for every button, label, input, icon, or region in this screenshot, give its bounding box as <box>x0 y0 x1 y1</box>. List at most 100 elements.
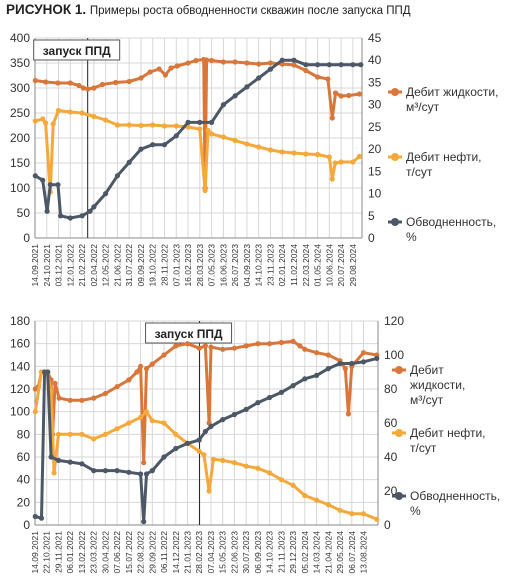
series-point-oil <box>32 118 38 124</box>
legend-label-oil: Дебит нефти, <box>406 150 482 164</box>
series-point-oil <box>196 448 202 454</box>
series-point-watercut <box>138 471 144 477</box>
legend-label-liquid: жидкости, <box>410 378 465 392</box>
series-point-watercut <box>303 62 309 68</box>
series-point-watercut <box>196 437 202 443</box>
x-tick-label: 05.02.2024 <box>300 531 310 574</box>
series-point-oil <box>173 431 179 437</box>
legend-label-oil: т/сут <box>410 441 437 455</box>
series-point-watercut <box>40 177 46 183</box>
series-point-liquid <box>91 395 97 401</box>
series-point-liquid <box>184 341 191 347</box>
series-point-liquid <box>297 343 303 349</box>
series-point-liquid <box>325 352 331 358</box>
series-point-liquid <box>329 115 335 121</box>
series-point-oil <box>126 420 132 426</box>
series-point-oil <box>55 431 62 437</box>
series-point-liquid <box>168 65 174 71</box>
series-point-oil <box>206 488 212 494</box>
x-tick-label: 06.11.2022 <box>159 531 169 573</box>
series-point-liquid <box>173 343 179 349</box>
series-point-liquid <box>231 345 237 351</box>
x-tick-label: 10.06.2024 <box>324 244 334 287</box>
y-left-tick-label: 160 <box>10 337 30 351</box>
series-point-oil <box>337 507 343 513</box>
series-point-watercut <box>231 411 237 418</box>
y-right-tick-label: 60 <box>384 416 398 430</box>
y-right-tick-label: 100 <box>384 348 404 362</box>
series-point-liquid <box>99 81 105 88</box>
series-point-oil <box>149 418 155 424</box>
series-point-liquid <box>67 397 73 403</box>
series-point-watercut <box>44 208 50 214</box>
series-point-liquid <box>80 85 86 91</box>
legend-marker-liquid <box>395 366 403 374</box>
x-tick-label: 31.07.2022 <box>124 244 134 287</box>
series-point-oil <box>303 151 309 157</box>
x-tick-label: 07.06.2022 <box>112 531 122 574</box>
x-tick-label: 14.10.2023 <box>265 531 275 574</box>
x-tick-label: 24.10.2021 <box>42 244 52 287</box>
x-tick-label: 02.04.2022 <box>89 244 99 287</box>
series-point-oil <box>356 153 362 160</box>
y-left-tick-label: 100 <box>10 181 30 195</box>
x-tick-label: 29.12.2023 <box>288 531 298 574</box>
series-point-watercut <box>87 208 93 214</box>
series-point-liquid <box>315 74 321 80</box>
series-point-watercut <box>126 469 132 475</box>
series-point-liquid <box>76 82 82 89</box>
y-left-tick-label: 400 <box>10 31 30 45</box>
series-point-oil <box>161 420 167 426</box>
series-point-oil <box>202 187 208 194</box>
y-left-tick-label: 20 <box>17 495 31 509</box>
series-point-oil <box>243 463 249 469</box>
x-tick-label: 16.06.2023 <box>218 244 228 287</box>
series-point-watercut <box>326 62 332 68</box>
series-point-liquid <box>114 384 120 390</box>
series-point-watercut <box>102 468 108 474</box>
series-point-liquid <box>356 91 362 97</box>
legend-marker-oil <box>395 429 403 437</box>
series-point-liquid <box>314 350 320 356</box>
y-right-tick-label: 35 <box>368 75 382 89</box>
x-tick-label: 23.03.2022 <box>89 531 99 574</box>
x-tick-label: 14.09.2021 <box>30 531 40 574</box>
series-point-liquid <box>256 61 262 67</box>
series-point-liquid <box>325 76 331 82</box>
y-left-tick-label: 50 <box>17 206 31 220</box>
y-left-tick-label: 0 <box>23 518 30 532</box>
series-point-liquid <box>141 460 147 466</box>
series-point-oil <box>349 511 355 517</box>
series-point-liquid <box>147 69 153 75</box>
series-point-oil <box>350 159 356 165</box>
series-point-watercut <box>279 57 285 63</box>
series-point-oil <box>32 409 38 415</box>
x-tick-label: 06.01.2022 <box>65 531 75 574</box>
series-point-watercut <box>45 369 51 375</box>
series-point-watercut <box>114 173 120 179</box>
series-point-watercut <box>184 440 191 446</box>
x-tick-label: 30.07.2023 <box>241 531 251 574</box>
series-point-watercut <box>244 84 250 90</box>
series-point-liquid <box>243 343 249 349</box>
series-point-watercut <box>141 519 147 525</box>
series-point-oil <box>138 122 144 129</box>
legend-label-watercut: Обводненность, <box>406 215 496 229</box>
series-point-watercut <box>173 445 179 452</box>
x-tick-label: 07.01.2023 <box>171 244 181 287</box>
series-point-oil <box>325 502 331 508</box>
series-point-watercut <box>290 383 296 389</box>
series-point-liquid <box>255 341 261 347</box>
series-point-watercut <box>220 417 226 423</box>
figure-title: РИСУНОК 1. Примеры роста обводненности с… <box>6 2 411 17</box>
series-point-oil <box>278 477 284 483</box>
series-point-watercut <box>267 394 273 401</box>
x-tick-label: 23.11.2023 <box>265 244 275 286</box>
x-tick-label: 16.02.2023 <box>183 244 193 287</box>
series-point-watercut <box>255 400 261 406</box>
series-point-liquid <box>193 57 199 64</box>
series-point-watercut <box>315 62 321 68</box>
x-tick-label: 13.02.2022 <box>77 531 87 574</box>
legend-label-liquid: м³/сут <box>410 393 444 407</box>
series-point-liquid <box>55 80 61 86</box>
